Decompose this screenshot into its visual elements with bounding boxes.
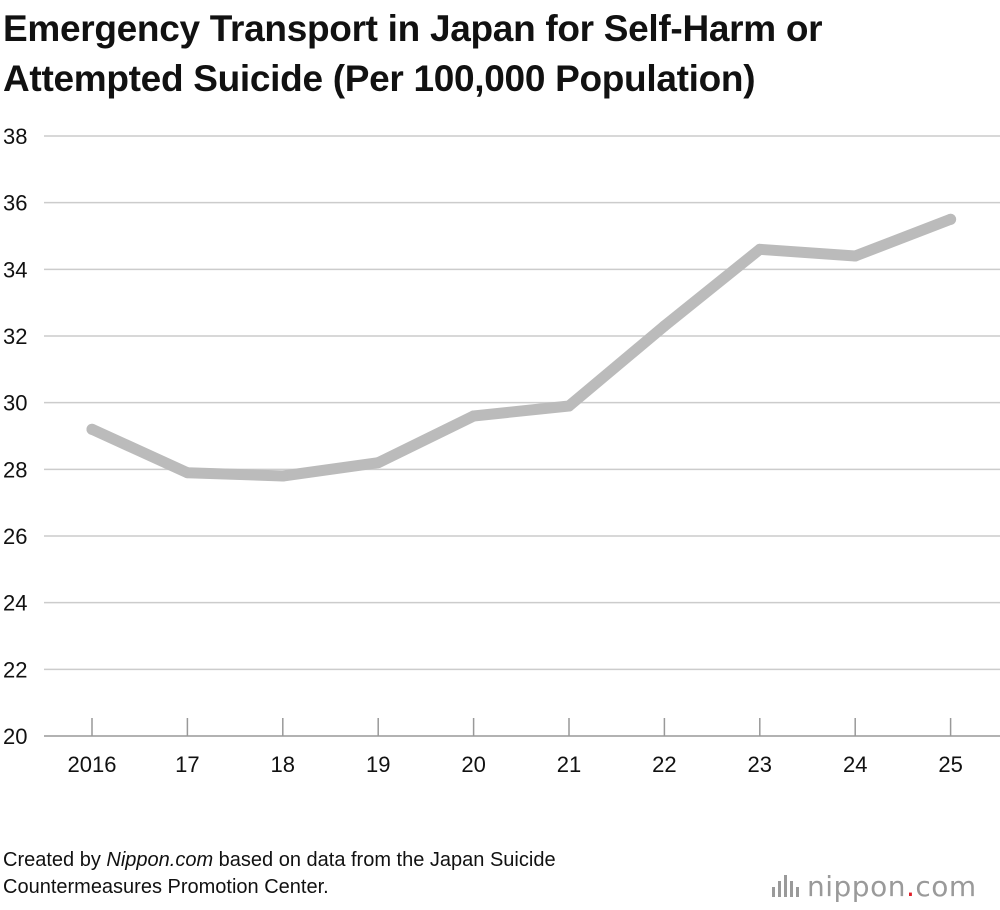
- series-line-group: [86, 213, 957, 482]
- y-tick-label-26: 26: [3, 524, 27, 549]
- y-tick-label-20: 20: [3, 724, 27, 749]
- y-tick-label-28: 28: [3, 457, 27, 482]
- nippon-bars-logo-icon: [772, 875, 799, 897]
- gridlines: [44, 135, 1000, 671]
- source-line-2: Countermeasures Promotion Center.: [3, 876, 329, 898]
- y-tick-label-38: 38: [3, 124, 27, 149]
- source-line-1: Created by Nippon.com based on data from…: [3, 847, 556, 874]
- data-point-23: [754, 243, 766, 255]
- x-tick-label-2016: 2016: [68, 752, 117, 777]
- x-axis: [44, 718, 1000, 737]
- x-tick-label-24: 24: [843, 752, 867, 777]
- data-point-22: [658, 320, 670, 332]
- source-note: Created by Nippon.com based on data from…: [3, 847, 556, 901]
- x-tick-label-22: 22: [652, 752, 676, 777]
- x-tick-label-17: 17: [175, 752, 199, 777]
- source-suffix: based on data from the Japan Suicide: [213, 849, 556, 871]
- x-tick-label-19: 19: [366, 752, 390, 777]
- data-point-25: [945, 213, 957, 225]
- y-axis-tick-labels: 20 22 24 26 28 30 32 34 36 38: [3, 124, 27, 749]
- data-point-20: [468, 410, 480, 422]
- x-tick-label-21: 21: [557, 752, 581, 777]
- brand-tld: com: [915, 869, 977, 903]
- y-tick-label-36: 36: [3, 191, 27, 216]
- x-tick-label-23: 23: [748, 752, 772, 777]
- x-tick-label-18: 18: [271, 752, 295, 777]
- brand-wordmark: nippon.com: [807, 870, 977, 903]
- data-point-18: [277, 470, 289, 482]
- brand-name: nippon: [807, 869, 906, 903]
- y-tick-label-24: 24: [3, 591, 27, 616]
- source-name: Nippon.com: [106, 849, 214, 871]
- y-tick-label-22: 22: [3, 657, 27, 682]
- series-line-0: [86, 213, 957, 482]
- x-tick-label-20: 20: [461, 752, 485, 777]
- chart-title: Emergency Transport in Japan for Self-Ha…: [3, 8, 823, 99]
- data-point-17: [181, 467, 193, 479]
- source-prefix: Created by: [3, 849, 107, 871]
- data-point-2016: [86, 423, 98, 435]
- nippon-logo: nippon.com: [772, 868, 977, 904]
- data-point-21: [563, 400, 575, 412]
- y-tick-label-30: 30: [3, 391, 27, 416]
- data-point-24: [849, 250, 861, 262]
- y-tick-label-34: 34: [3, 257, 27, 282]
- x-tick-label-25: 25: [938, 752, 962, 777]
- x-axis-tick-labels: 2016 17 18 19 20 21 22 23 24 25: [68, 752, 963, 777]
- data-point-19: [372, 457, 384, 469]
- y-tick-label-32: 32: [3, 324, 27, 349]
- brand-dot: .: [905, 869, 916, 903]
